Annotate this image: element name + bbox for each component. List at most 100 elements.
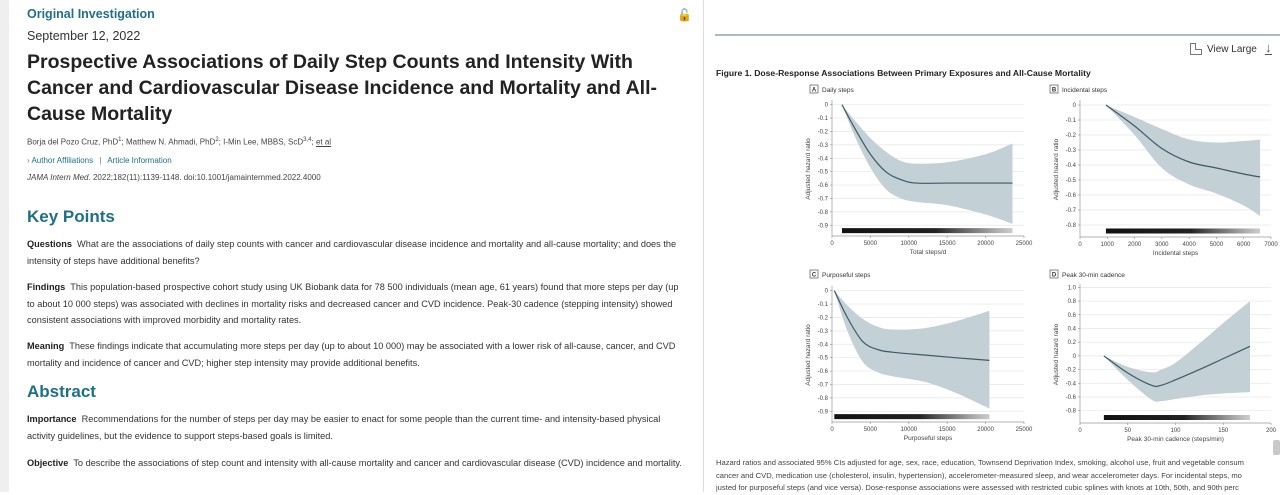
journal-name: JAMA Intern Med.	[27, 173, 91, 182]
y-tick-label: 0	[825, 289, 829, 295]
estimate-line	[1103, 345, 1251, 388]
citation-text: 2022;182(11):1139-1148. doi:10.1001/jama…	[92, 173, 321, 182]
estimate-line	[833, 290, 990, 361]
x-tick-label: 15000	[939, 427, 956, 433]
panel-letter-box	[1049, 269, 1059, 279]
y-tick-label: -0.8	[1066, 409, 1077, 415]
estimate-line	[1105, 104, 1261, 178]
x-tick-label: 150	[1218, 428, 1229, 434]
x-tick-label: 4000	[1182, 242, 1196, 248]
y-tick-label: 0.2	[1068, 340, 1077, 346]
article-type[interactable]: Original Investigation	[27, 7, 155, 21]
key-points-heading: Key Points	[27, 207, 115, 226]
unlock-icon: 🔓	[677, 8, 692, 22]
view-large-button[interactable]: View Large	[1190, 43, 1257, 55]
abstract-importance: Importance Recommendations for the numbe…	[27, 411, 687, 444]
y-tick-label: -0.7	[1066, 208, 1077, 214]
confidence-band	[1103, 301, 1250, 402]
x-tick-label: 6000	[1237, 242, 1251, 248]
y-tick-label: -0.1	[818, 302, 829, 308]
chart-panel-b: B Incidental steps 0 -0.1 -0.2 -0.3 -0.4 -0.5 -0…	[1049, 84, 1278, 257]
view-large-label: View Large	[1207, 43, 1257, 55]
x-tick-label: 50	[1124, 428, 1131, 434]
panel-title: Incidental steps	[1062, 87, 1108, 94]
y-tick-label: 0	[1073, 354, 1077, 360]
author-list: Borja del Pozo Cruz, PhD1; Matthew N. Ah…	[27, 137, 332, 147]
figure-title: Figure 1. Dose-Response Associations Bet…	[716, 68, 1091, 78]
scrollbar-thumb[interactable]	[1273, 440, 1280, 455]
x-axis-label: Total steps/d	[910, 249, 947, 256]
x-tick-label: 15000	[939, 241, 956, 247]
x-tick-label: 200	[1266, 428, 1277, 434]
panel-letter: A	[812, 88, 817, 94]
data-density-rug	[1105, 228, 1261, 234]
author-affiliation-sup: 3,4	[303, 137, 312, 143]
y-axis-label: Adjusted hazard ratio	[1053, 323, 1060, 385]
abstract-objective: Objective To describe the associations o…	[27, 455, 687, 472]
y-tick-label: 0	[825, 103, 829, 109]
y-tick-label: -0.2	[818, 129, 829, 135]
figure-pane: View Large ↓ Figure 1. Dose-Response Ass…	[704, 0, 1280, 492]
figure-caption: Hazard ratios and associated 95% CIs adj…	[716, 457, 1280, 495]
confidence-band	[1105, 105, 1261, 216]
y-tick-label: 0.6	[1068, 313, 1077, 319]
x-tick-label: 5000	[864, 241, 878, 247]
y-tick-label: -0.8	[1066, 223, 1077, 229]
panel-letter-box	[1049, 84, 1059, 94]
y-tick-label: -0.5	[1066, 178, 1077, 184]
x-tick-label: 20000	[977, 241, 994, 247]
x-tick-label: 0	[1078, 428, 1082, 434]
chart-panel-d: D Peak 30-min cadence 1.0 0.8 0.6 0.4 0.2 0 -0.2…	[1049, 269, 1277, 443]
confidence-band	[834, 290, 990, 409]
data-density-rug	[834, 414, 990, 420]
panel-title: Daily steps	[822, 87, 855, 94]
key-point-findings: Findings This population-based prospecti…	[27, 279, 687, 329]
y-tick-label: -0.4	[1066, 163, 1077, 169]
y-tick-label: -0.6	[1066, 193, 1077, 199]
article-information-link[interactable]: Article Information	[107, 156, 172, 165]
y-tick-label: -0.3	[818, 143, 829, 149]
y-tick-label: -0.9	[818, 223, 829, 229]
panel-letter: B	[1052, 88, 1057, 94]
caption-line: Hazard ratios and associated 95% CIs adj…	[716, 458, 1244, 467]
abstract-heading: Abstract	[27, 382, 96, 401]
x-tick-label: 7000	[1264, 242, 1278, 248]
chart-panel-c: C Purposeful steps 0 -0.1 -0.2 -0.3 -0.4 -0.5 -0…	[805, 269, 1033, 442]
x-tick-label: 10000	[900, 427, 917, 433]
y-tick-label: -0.4	[818, 342, 829, 348]
y-tick-label: -0.8	[818, 210, 829, 216]
author-link[interactable]: I-Min Lee, MBBS, ScD	[223, 137, 304, 147]
author-affiliations-link[interactable]: Author Affiliations	[31, 156, 94, 165]
key-point-questions: Questions What are the associations of d…	[27, 236, 687, 269]
data-density-rug	[1103, 415, 1250, 421]
y-tick-label: -0.6	[818, 369, 829, 375]
y-tick-label: -0.2	[818, 315, 829, 321]
figure-top-rule	[715, 34, 1280, 36]
x-tick-label: 0	[1078, 242, 1082, 248]
key-point-text: What are the associations of daily step …	[27, 239, 677, 266]
y-tick-label: -0.5	[818, 356, 829, 362]
article-title: Prospective Associations of Daily Step C…	[27, 51, 657, 125]
publish-date: September 12, 2022	[27, 29, 141, 43]
author-link[interactable]: Matthew N. Ahmadi, PhD	[125, 137, 216, 147]
key-point-meaning: Meaning These findings indicate that acc…	[27, 338, 687, 371]
download-icon[interactable]: ↓	[1265, 40, 1272, 55]
author-link[interactable]: Borja del Pozo Cruz, PhD	[27, 137, 119, 147]
x-tick-label: 10000	[900, 241, 917, 247]
y-tick-label: 0.4	[1068, 326, 1077, 332]
et-al-link[interactable]: et al	[315, 137, 332, 147]
y-axis-label: Adjusted hazard ratio	[805, 138, 812, 200]
chevron-right-icon: ›	[27, 156, 30, 165]
pane-divider[interactable]	[703, 0, 704, 492]
x-tick-label: 100	[1170, 428, 1181, 434]
x-tick-label: 25000	[1016, 241, 1033, 247]
data-density-rug	[841, 228, 1013, 234]
x-tick-label: 0	[830, 241, 834, 247]
abstract-label: Objective	[27, 458, 69, 468]
y-tick-label: -0.7	[818, 196, 829, 202]
y-axis-label: Adjusted hazard ratio	[805, 324, 812, 386]
x-tick-label: 5000	[864, 427, 878, 433]
caption-line: justed for purposeful steps (and vice ve…	[716, 483, 1239, 492]
key-point-text: This population-based prospective cohort…	[27, 282, 679, 325]
y-axis-label: Adjusted hazard ratio	[1053, 138, 1060, 200]
